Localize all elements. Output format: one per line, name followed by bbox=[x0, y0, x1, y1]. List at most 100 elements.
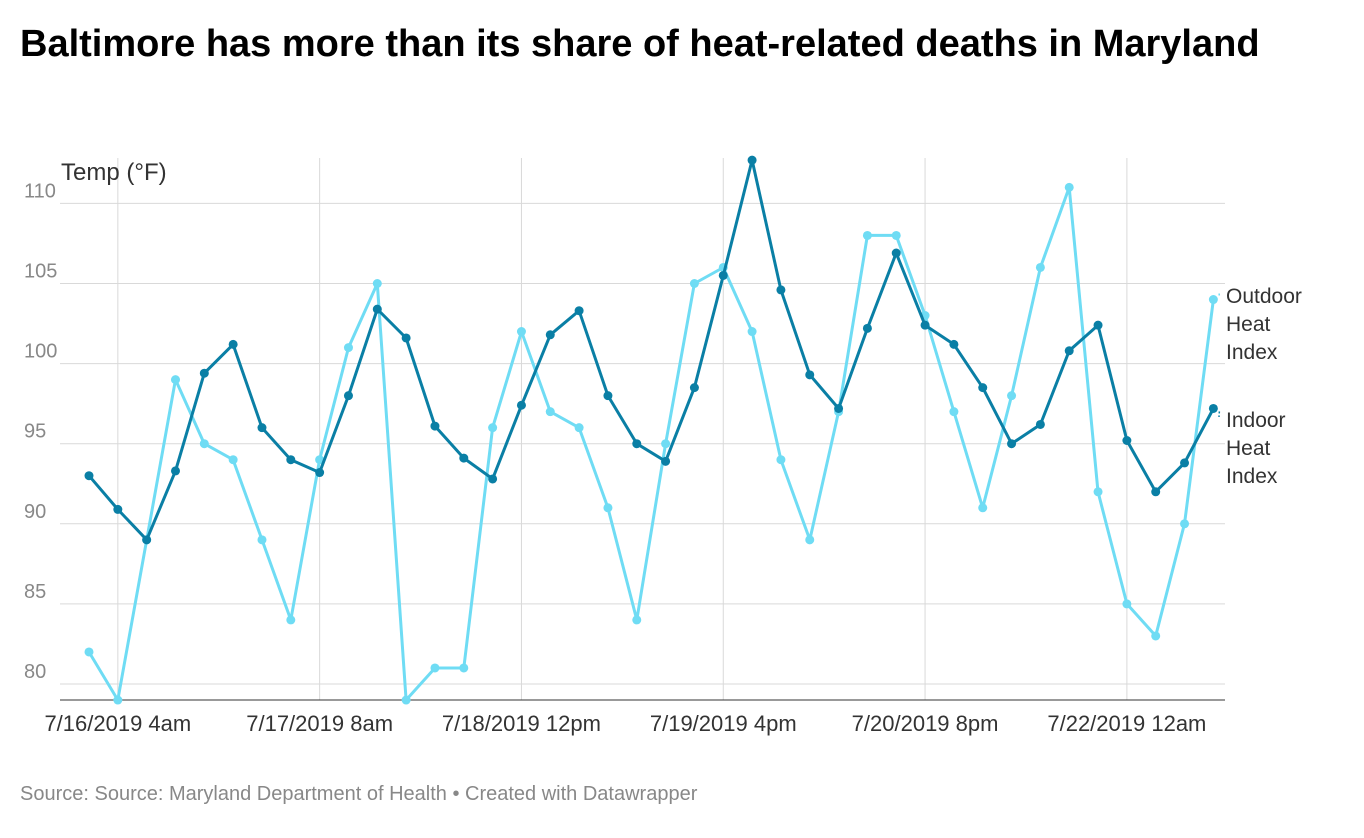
data-point bbox=[978, 383, 988, 393]
data-point bbox=[286, 455, 296, 465]
data-point bbox=[372, 279, 382, 288]
data-point bbox=[488, 423, 498, 433]
data-point bbox=[574, 423, 584, 433]
data-point bbox=[1122, 599, 1132, 609]
data-point bbox=[776, 285, 786, 295]
y-axis: 80 85 90 95 100 105 110 bbox=[24, 180, 57, 683]
data-point bbox=[1035, 262, 1045, 272]
data-point bbox=[718, 270, 728, 280]
data-point bbox=[891, 248, 901, 258]
data-point bbox=[516, 327, 526, 337]
data-point bbox=[170, 466, 180, 476]
data-point bbox=[574, 306, 584, 316]
data-point bbox=[1208, 295, 1218, 305]
data-point bbox=[920, 320, 930, 330]
x-tick-label: 7/22/2019 12am bbox=[1047, 711, 1206, 736]
series-group bbox=[84, 155, 1218, 705]
data-point bbox=[459, 663, 469, 673]
data-point bbox=[315, 455, 325, 465]
y-tick-label: 90 bbox=[24, 501, 46, 523]
data-point bbox=[1180, 519, 1190, 529]
data-point bbox=[1151, 631, 1161, 641]
data-point bbox=[949, 339, 959, 349]
data-point bbox=[632, 615, 642, 625]
y-tick-label: 110 bbox=[24, 180, 56, 202]
data-point bbox=[257, 535, 267, 545]
y-tick-label: 105 bbox=[24, 261, 57, 283]
y-tick-label: 85 bbox=[24, 581, 46, 603]
series-line bbox=[87, 158, 1215, 542]
data-point bbox=[1064, 346, 1074, 356]
data-point bbox=[747, 155, 757, 165]
x-tick-label: 7/20/2019 8pm bbox=[852, 711, 999, 736]
data-point bbox=[170, 375, 180, 385]
data-point bbox=[862, 323, 872, 333]
data-point bbox=[372, 304, 382, 314]
series-indoor bbox=[84, 155, 1218, 545]
data-point bbox=[776, 455, 786, 465]
y-tick-label: 80 bbox=[24, 661, 46, 683]
data-point bbox=[661, 456, 671, 466]
x-tick-label: 7/17/2019 8am bbox=[246, 711, 393, 736]
data-point bbox=[545, 407, 555, 417]
data-point bbox=[84, 471, 94, 481]
data-point bbox=[1093, 487, 1103, 497]
data-point bbox=[747, 327, 757, 337]
y-axis-label: Temp (°F) bbox=[61, 159, 167, 186]
data-point bbox=[430, 421, 440, 431]
data-point bbox=[343, 391, 353, 401]
legend-label: Outdoor Heat Index bbox=[1226, 285, 1302, 364]
data-point bbox=[113, 504, 123, 514]
data-point bbox=[661, 439, 671, 449]
data-point bbox=[343, 343, 353, 353]
data-point bbox=[1122, 435, 1132, 445]
data-point bbox=[84, 647, 94, 657]
x-tick-label: 7/18/2019 12pm bbox=[442, 711, 601, 736]
data-point bbox=[545, 330, 555, 340]
data-point bbox=[1151, 487, 1161, 497]
data-point bbox=[891, 230, 901, 240]
data-point bbox=[1093, 320, 1103, 330]
data-point bbox=[430, 663, 440, 673]
series-line bbox=[87, 185, 1215, 702]
data-point bbox=[286, 615, 296, 625]
data-point bbox=[257, 423, 267, 433]
data-point bbox=[632, 439, 642, 449]
chart-title: Baltimore has more than its share of hea… bbox=[20, 23, 1260, 65]
data-point bbox=[834, 403, 844, 413]
data-point bbox=[1035, 419, 1045, 429]
data-point bbox=[488, 474, 498, 484]
y-tick-label: 95 bbox=[24, 421, 46, 443]
data-point bbox=[315, 468, 325, 478]
footer: Source: Source: Maryland Department of H… bbox=[20, 783, 697, 806]
data-point bbox=[805, 370, 815, 380]
grid bbox=[60, 158, 1225, 701]
legend-label: Indoor Heat Index bbox=[1226, 409, 1286, 488]
data-point bbox=[689, 383, 699, 393]
data-point bbox=[142, 535, 152, 545]
x-axis: 7/16/2019 4am 7/17/2019 8am 7/18/2019 12pm… bbox=[44, 711, 1206, 736]
legend: Outdoor Heat Index Indoor Heat Index bbox=[1218, 285, 1302, 488]
data-point bbox=[516, 400, 526, 410]
data-point bbox=[228, 339, 238, 349]
data-point bbox=[459, 453, 469, 463]
data-point bbox=[401, 333, 411, 343]
x-tick-label: 7/19/2019 4pm bbox=[650, 711, 797, 736]
data-point bbox=[978, 503, 988, 513]
data-point bbox=[1007, 439, 1017, 449]
footer-separator: • bbox=[452, 783, 460, 805]
data-point bbox=[1208, 403, 1218, 413]
source-note: Source: Source: Maryland Department of H… bbox=[20, 783, 447, 805]
x-tick-label: 7/16/2019 4am bbox=[44, 711, 191, 736]
data-point bbox=[862, 230, 872, 240]
data-point bbox=[113, 695, 123, 705]
data-point bbox=[199, 439, 209, 449]
data-point bbox=[1064, 182, 1074, 192]
data-point bbox=[1007, 391, 1017, 401]
data-point bbox=[401, 695, 411, 705]
data-point bbox=[1180, 458, 1190, 468]
data-point bbox=[603, 503, 613, 513]
data-point bbox=[689, 279, 699, 288]
data-point bbox=[199, 368, 209, 378]
data-point bbox=[949, 407, 959, 417]
